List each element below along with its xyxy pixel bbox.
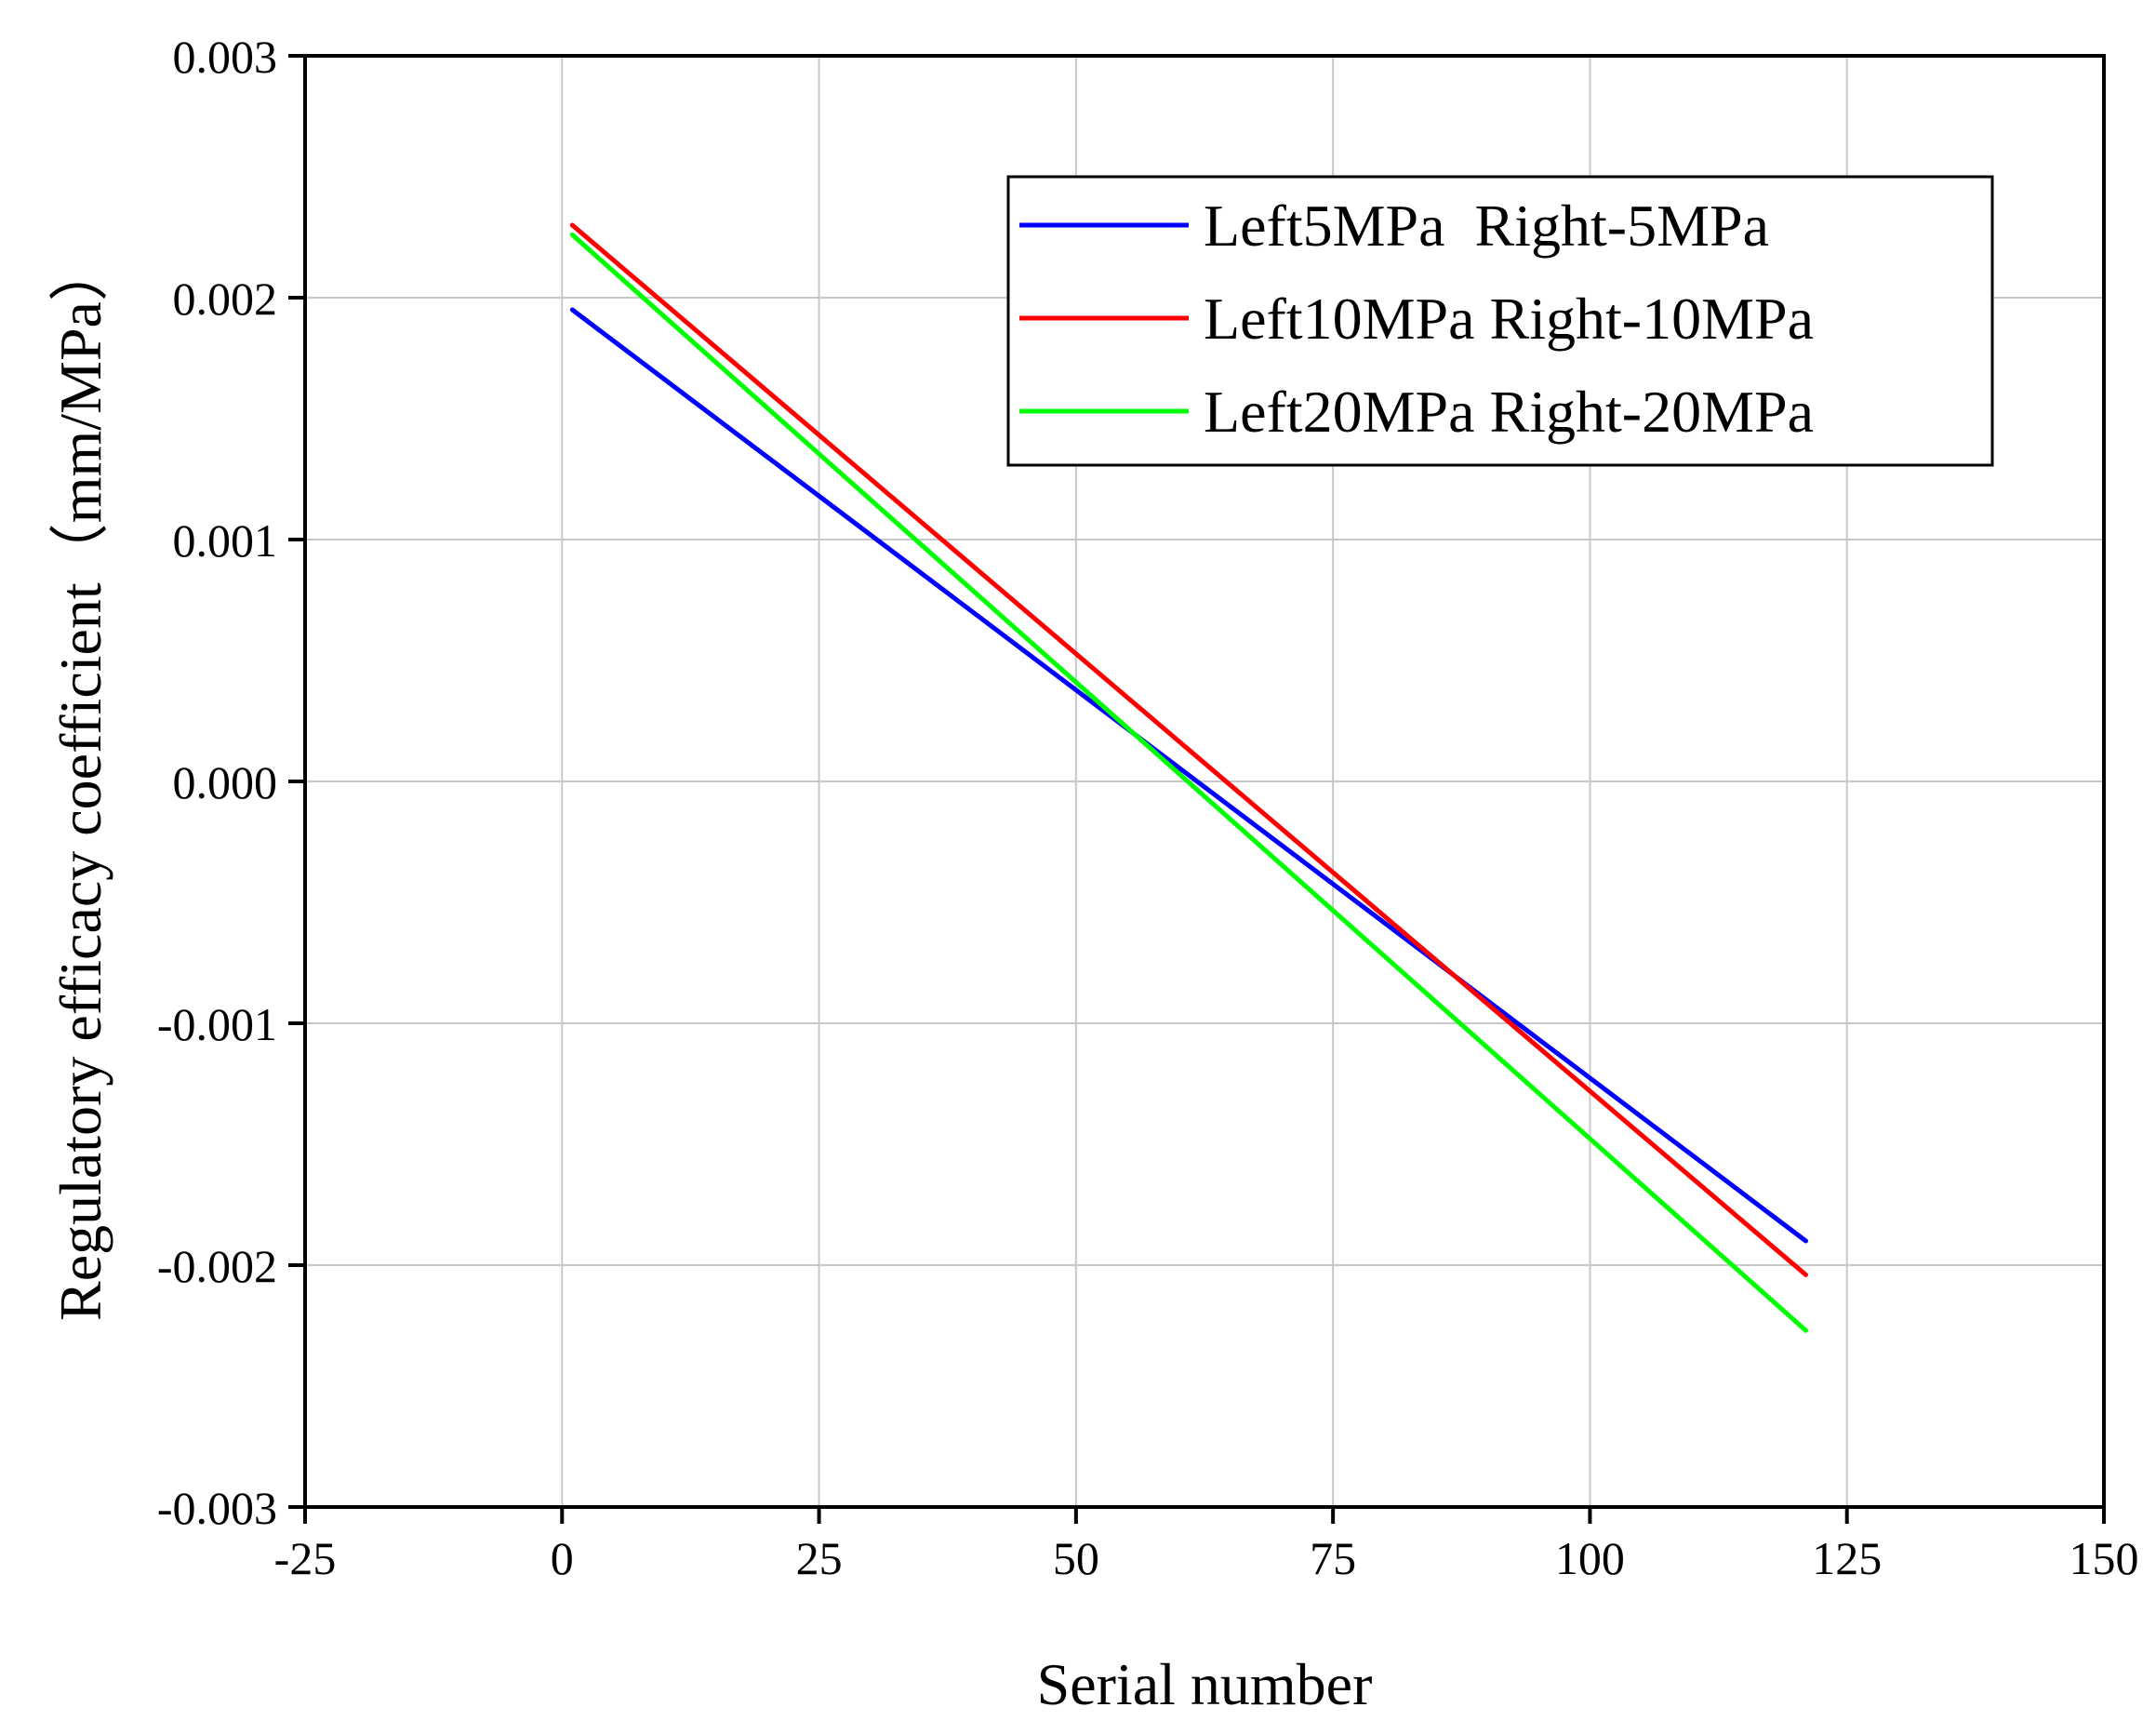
x-tick-label: 75 — [1310, 1532, 1356, 1584]
y-tick-label: 0.002 — [173, 273, 278, 325]
x-tick-label: 0 — [551, 1532, 574, 1584]
x-tick-label: 25 — [796, 1532, 843, 1584]
series-line — [569, 222, 1809, 1277]
y-tick-label: 0.003 — [173, 31, 278, 83]
x-tick-label: 100 — [1555, 1532, 1625, 1584]
legend-label: Left20MPa Right-20MPa — [1204, 379, 1814, 445]
legend-label: Left10MPa Right-10MPa — [1204, 286, 1814, 352]
y-tick-label: 0.001 — [173, 514, 278, 567]
y-tick-label: -0.001 — [157, 998, 277, 1050]
series-line — [569, 232, 1809, 1333]
x-tick-label: 50 — [1053, 1532, 1099, 1584]
x-tick-label: 150 — [2069, 1532, 2139, 1584]
x-tick-label: 125 — [1812, 1532, 1882, 1584]
x-tick-label: -25 — [274, 1532, 337, 1584]
y-axis-title: Regulatory efficacy coefficient（mm/MPa） — [47, 242, 113, 1321]
legend-label: Left5MPa Right-5MPa — [1204, 193, 1769, 259]
y-tick-label: -0.003 — [157, 1482, 277, 1534]
y-tick-label: 0.000 — [173, 756, 278, 808]
series-group — [569, 222, 1809, 1333]
legend: Left5MPa Right-5MPa Left10MPa Right-10MPa… — [1006, 175, 1994, 467]
axis-ticks: -25 0 25 50 75 100 125 150 -0.003 -0.002 -0.001 0.0… — [157, 31, 2139, 1584]
x-axis-title: Serial number — [1037, 1651, 1373, 1717]
y-tick-label: -0.002 — [157, 1240, 277, 1292]
series-line — [569, 307, 1809, 1244]
